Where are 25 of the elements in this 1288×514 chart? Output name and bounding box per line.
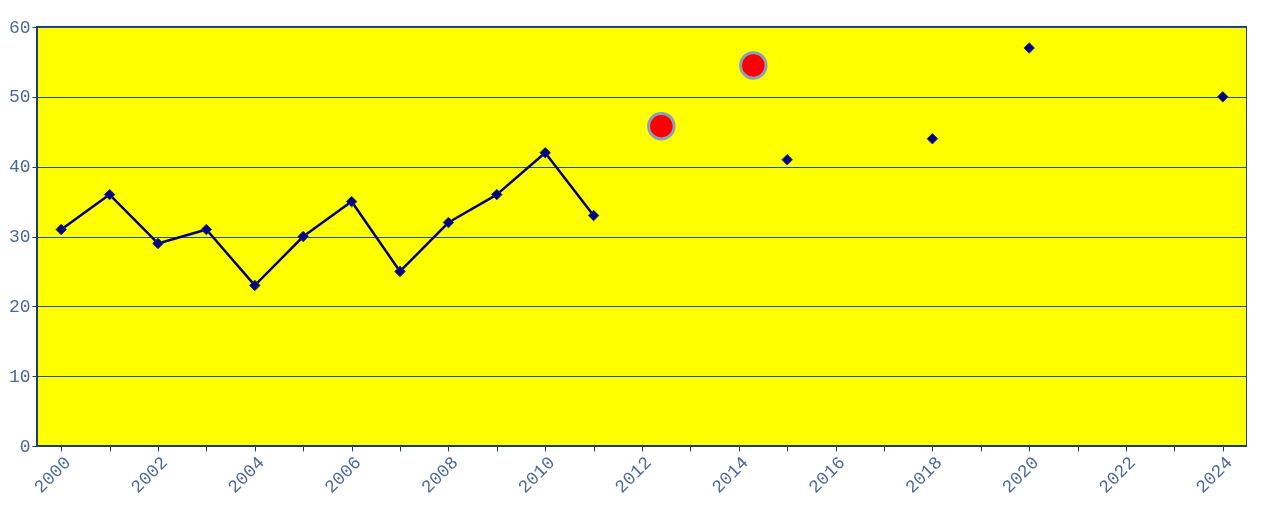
y-tick-label: 60 [8, 17, 31, 38]
point [926, 132, 939, 145]
point [739, 51, 768, 80]
point [249, 279, 261, 292]
point [152, 237, 164, 250]
point [103, 188, 116, 201]
point [1217, 91, 1229, 103]
point [394, 265, 406, 278]
y-tick-label: 20 [8, 296, 31, 317]
y-tick-label: 40 [8, 157, 31, 178]
point [647, 111, 676, 141]
y-tick-label: 0 [19, 436, 31, 457]
y-tick-label: 10 [8, 366, 31, 387]
point [345, 195, 358, 208]
point [539, 146, 551, 159]
point [491, 188, 503, 201]
y-tick-label: 30 [8, 227, 31, 247]
point [55, 223, 67, 236]
point [200, 223, 213, 236]
point [781, 153, 793, 166]
point [442, 216, 455, 229]
y-tick-label: 50 [8, 87, 31, 108]
point [297, 230, 309, 243]
point [587, 209, 600, 222]
point [1023, 42, 1035, 54]
